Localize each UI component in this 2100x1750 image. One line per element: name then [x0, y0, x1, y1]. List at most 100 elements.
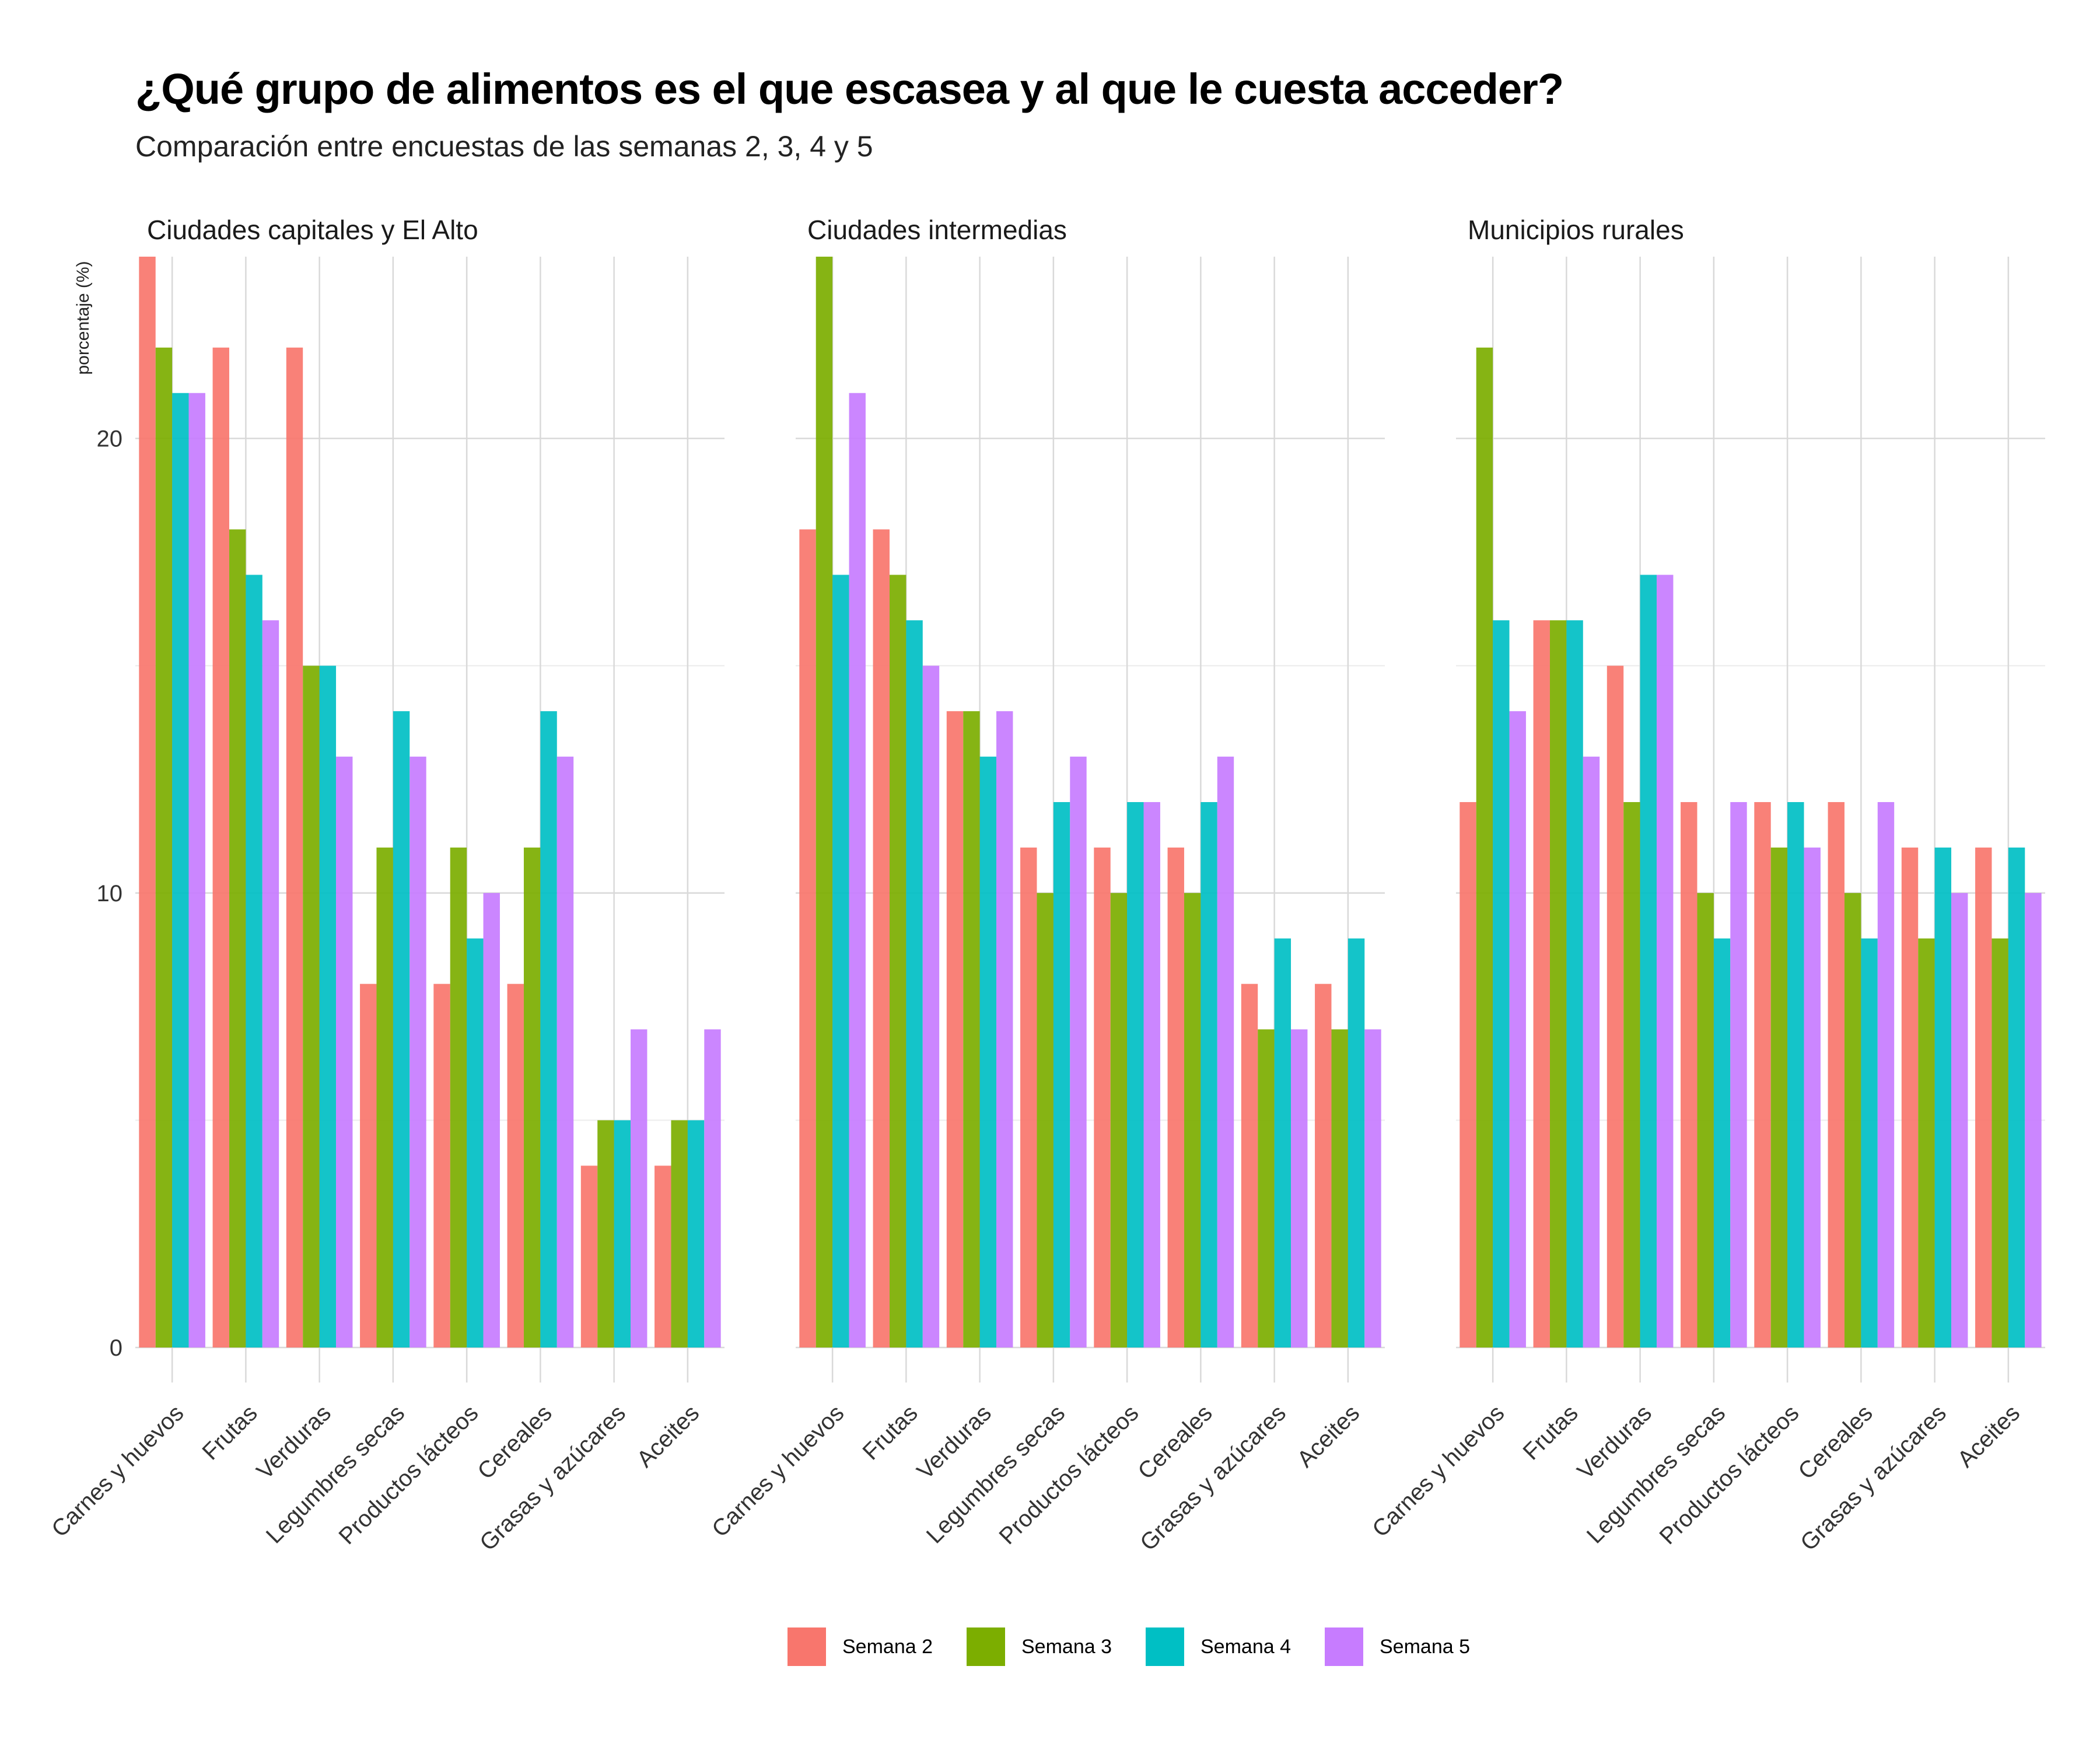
bar-semana-4 [832, 575, 849, 1348]
panel-title: Ciudades intermedias [807, 215, 1067, 245]
bar-semana-3 [1918, 938, 1935, 1348]
x-tick-label: Frutas [1518, 1400, 1583, 1465]
bar-semana-3 [671, 1120, 688, 1348]
legend-swatch-semana-4 [1146, 1628, 1184, 1666]
bar-semana-2 [1828, 802, 1845, 1348]
bar-semana-5 [996, 711, 1013, 1348]
bar-semana-5 [1657, 575, 1674, 1348]
bar-semana-5 [631, 1029, 648, 1348]
x-tick-label: Grasas y azúcares [1796, 1400, 1951, 1556]
bar-semana-4 [1274, 938, 1292, 1348]
bar-semana-3 [1770, 847, 1788, 1348]
x-tick-label: Carnes y huevos [47, 1400, 188, 1542]
bar-semana-2 [873, 529, 890, 1348]
bar-semana-3 [450, 847, 467, 1348]
legend-swatch-semana-2 [788, 1628, 826, 1666]
bar-semana-3 [597, 1120, 614, 1348]
bar-semana-3 [1184, 892, 1201, 1348]
bar-semana-3 [1331, 1029, 1348, 1348]
bar-semana-3 [1844, 892, 1861, 1348]
chart-subtitle: Comparación entre encuestas de las seman… [135, 130, 873, 163]
legend-swatch-semana-5 [1325, 1628, 1363, 1666]
bar-semana-4 [467, 938, 484, 1348]
bar-semana-2 [654, 1166, 671, 1348]
bar-semana-5 [849, 393, 866, 1348]
bar-semana-3 [229, 529, 246, 1348]
x-tick-label: Frutas [858, 1400, 922, 1465]
x-tick-label: Grasas y azúcares [1135, 1400, 1291, 1556]
bar-semana-2 [433, 984, 450, 1348]
bar-semana-2 [946, 711, 964, 1348]
bar-semana-3 [523, 847, 541, 1348]
bar-semana-3 [1697, 892, 1714, 1348]
bar-semana-4 [1127, 802, 1144, 1348]
bar-semana-5 [556, 757, 574, 1348]
bar-semana-5 [1364, 1029, 1381, 1348]
x-tick-label: Productos lácteos [1655, 1400, 1804, 1549]
y-tick-label: 10 [97, 881, 123, 907]
bar-semana-4 [979, 757, 997, 1348]
bar-semana-5 [1730, 802, 1747, 1348]
y-tick-label: 20 [97, 426, 123, 452]
chart-title: ¿Qué grupo de alimentos es el que escase… [135, 65, 1564, 113]
bar-semana-2 [1901, 847, 1919, 1348]
bar-semana-5 [922, 666, 940, 1348]
x-tick-label: Productos lácteos [995, 1400, 1144, 1549]
legend-label: Semana 4 [1200, 1635, 1291, 1658]
bar-semana-3 [1476, 347, 1493, 1348]
bar-semana-5 [1291, 1029, 1308, 1348]
x-tick-label: Legumbres secas [1582, 1400, 1730, 1548]
bar-semana-2 [1754, 802, 1771, 1348]
panel-title: Ciudades capitales y El Alto [147, 215, 478, 245]
bar-semana-3 [155, 347, 173, 1348]
bar-semana-5 [1951, 892, 1968, 1348]
x-tick-label: Grasas y azúcares [475, 1400, 631, 1556]
bar-semana-2 [1167, 847, 1184, 1348]
bar-semana-4 [172, 393, 189, 1348]
x-tick-label: Frutas [197, 1400, 262, 1465]
x-tick-label: Aceites [632, 1400, 704, 1472]
bar-semana-2 [580, 1166, 598, 1348]
panel-title: Municipios rurales [1468, 215, 1684, 245]
bar-semana-4 [1861, 938, 1878, 1348]
bar-semana-4 [906, 620, 923, 1348]
bar-semana-4 [246, 575, 262, 1348]
legend-label: Semana 5 [1380, 1635, 1470, 1658]
bar-semana-4 [614, 1120, 631, 1348]
bar-semana-4 [1713, 938, 1731, 1348]
bar-semana-2 [139, 257, 156, 1348]
legend-item-semana-5: Semana 5 [1325, 1628, 1470, 1666]
x-tick-label: Aceites [1292, 1400, 1364, 1472]
bar-semana-3 [376, 847, 393, 1348]
bar-semana-3 [1992, 938, 2008, 1348]
bar-semana-2 [1460, 802, 1476, 1348]
bar-semana-2 [1533, 620, 1550, 1348]
y-axis-label: porcentaje (%) [74, 261, 93, 374]
x-tick-label: Legumbres secas [922, 1400, 1070, 1548]
bar-semana-2 [212, 347, 229, 1348]
legend-swatch-semana-3 [967, 1628, 1005, 1666]
bar-semana-5 [2025, 892, 2042, 1348]
bar-semana-5 [704, 1029, 721, 1348]
bar-semana-4 [1640, 575, 1657, 1348]
legend-item-semana-2: Semana 2 [788, 1628, 933, 1666]
bar-semana-2 [286, 347, 303, 1348]
bar-semana-4 [319, 666, 337, 1348]
bar-semana-5 [483, 892, 500, 1348]
bar-semana-5 [1509, 711, 1526, 1348]
y-tick-label: 0 [110, 1335, 123, 1361]
bar-semana-5 [1070, 757, 1087, 1348]
bar-semana-3 [1258, 1029, 1275, 1348]
bar-semana-2 [507, 984, 524, 1348]
bar-semana-4 [1053, 802, 1070, 1348]
bar-semana-4 [687, 1120, 705, 1348]
bar-semana-2 [1241, 984, 1258, 1348]
bar-semana-2 [1606, 666, 1624, 1348]
bar-semana-4 [1934, 847, 1952, 1348]
bar-semana-2 [1020, 847, 1037, 1348]
bar-semana-4 [1787, 802, 1804, 1348]
bar-semana-4 [2008, 847, 2025, 1348]
bar-semana-3 [816, 257, 833, 1348]
bar-semana-3 [889, 575, 907, 1348]
